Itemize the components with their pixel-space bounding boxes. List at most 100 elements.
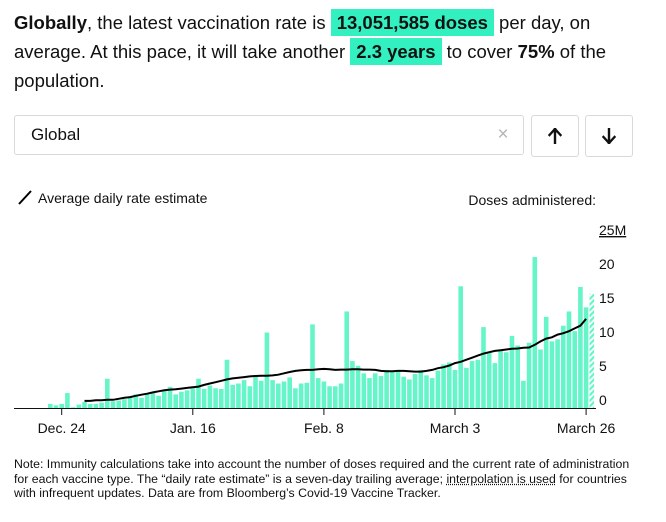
bar [48,403,53,408]
bar [310,324,315,408]
bar [361,373,367,408]
rate-highlight: 13,051,585 doses [330,9,494,36]
bar [122,399,127,408]
y-tick-label: 0 [599,392,607,408]
bar [435,370,441,408]
headline-text-1: , the latest vaccination rate is [87,12,331,33]
bar [390,371,395,408]
bar [538,349,543,408]
interpolation-link[interactable]: interpolation is used [446,471,556,486]
bar [156,395,161,408]
sort-up-button[interactable] [531,115,579,157]
bar [196,378,201,408]
headline-text-4: of the population. [14,41,607,91]
bar [509,335,515,408]
bar [133,394,139,408]
bar [447,362,452,408]
bar [93,403,99,408]
bar [481,327,486,408]
bar [76,404,82,408]
bar [110,401,116,408]
x-tick-label: Jan. 16 [170,420,216,436]
vaccination-chart: Average daily rate estimate Doses adminis… [14,190,626,436]
bar [464,367,469,408]
bar [521,380,526,408]
search-input[interactable] [15,116,485,154]
y-tick-label: 15 [599,290,615,306]
clear-search-icon[interactable]: × [497,124,509,145]
x-tick-label: Dec. 24 [38,420,86,436]
bar [441,364,446,408]
bar [350,361,355,408]
bar [236,383,241,408]
average-line [84,318,587,402]
bar [333,386,338,408]
bar [293,388,298,408]
bar [469,361,475,408]
bar [589,293,595,408]
bar [315,378,321,408]
bar [219,388,224,408]
target-percent: 75% [517,41,555,62]
bar [583,307,589,408]
bar [281,381,287,408]
bar [384,369,389,408]
bar [87,403,93,408]
bar [253,376,258,408]
bar [298,383,304,408]
bar [224,359,230,408]
bar [173,394,178,408]
bar [486,351,492,408]
bar [555,339,560,408]
bar [207,385,213,408]
bar [179,391,184,408]
bar [150,393,156,408]
bar [162,391,167,408]
bar [378,376,384,408]
bar [105,378,110,408]
bar [424,375,429,408]
bar [59,403,64,408]
note-text-2: for countries with infrequent updates. D… [14,471,627,501]
headline-text-2: per day, on average. At this pace, it wi… [14,12,591,62]
headline-scope: Globally [14,12,87,33]
bar [99,402,104,408]
bar [258,380,264,408]
search-box: × [14,115,524,155]
bar [572,331,577,408]
y-tick-label: 20 [599,256,615,272]
x-tick-label: March 3 [430,420,481,436]
bar [355,365,361,408]
bar [65,393,70,408]
bar [304,382,310,408]
bar [498,350,503,408]
bar [139,397,144,408]
sort-down-button[interactable] [585,115,633,157]
bar [566,311,572,408]
bar [190,388,196,408]
legend-label: Average daily rate estimate [38,190,208,206]
bar [515,345,520,408]
bar [395,369,401,408]
bar [201,388,207,408]
bar [578,286,583,408]
y-tick-label: 25M [599,222,626,238]
arrow-up-icon [548,128,562,144]
bar [401,376,406,408]
bar [504,352,509,408]
headline-text-3: to cover [441,41,518,62]
bar [276,383,281,408]
footnote: Note: Immunity calculations take into ac… [14,457,636,501]
bar [412,374,418,408]
headline: Globally, the latest vaccination rate is… [14,8,654,95]
bar [549,341,555,408]
bar [367,378,372,408]
bar [264,332,270,408]
bar [429,378,435,408]
bar [418,369,424,408]
bar [492,363,498,408]
bar [127,397,133,408]
bar [247,386,253,408]
bar [532,257,538,408]
bar [167,386,173,408]
